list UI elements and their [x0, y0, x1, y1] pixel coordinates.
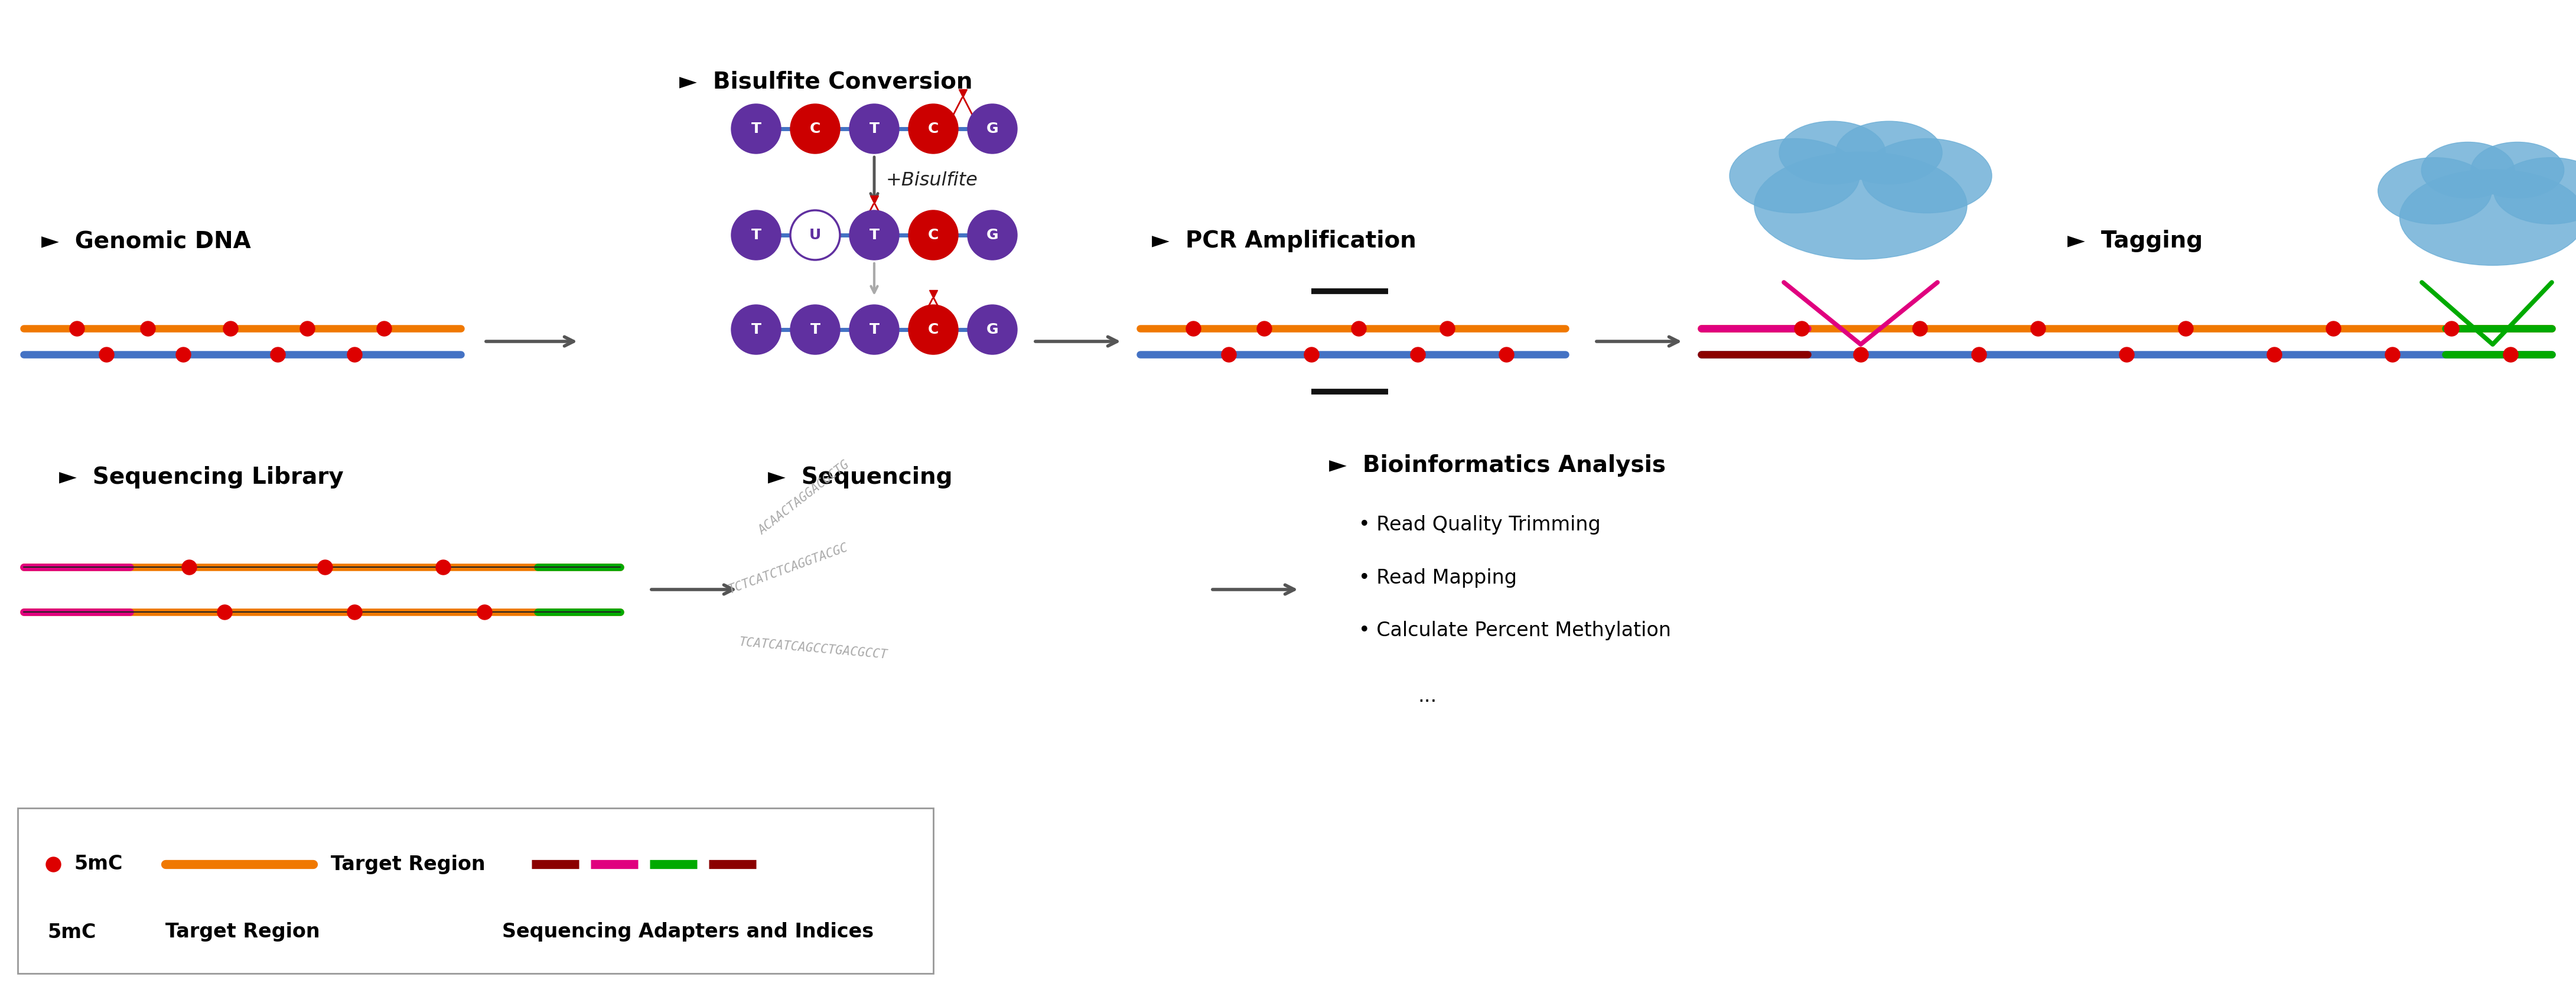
Circle shape — [791, 104, 840, 153]
Circle shape — [732, 104, 781, 153]
Ellipse shape — [1754, 151, 1968, 260]
Text: ...: ... — [1417, 686, 1437, 705]
Text: ►  PCR Amplification: ► PCR Amplification — [1151, 230, 1417, 252]
Circle shape — [791, 211, 840, 260]
Text: ►  Tagging: ► Tagging — [2069, 230, 2202, 252]
Text: • Calculate Percent Methylation: • Calculate Percent Methylation — [1358, 621, 1672, 641]
Text: G: G — [987, 121, 999, 135]
Text: G: G — [987, 323, 999, 337]
Text: • Read Quality Trimming: • Read Quality Trimming — [1358, 515, 1600, 535]
Text: ►  Bisulfite Conversion: ► Bisulfite Conversion — [680, 70, 974, 92]
Ellipse shape — [2378, 157, 2491, 224]
Circle shape — [969, 211, 1018, 260]
Text: TCTCATCTCAGGTACGC: TCTCATCTCAGGTACGC — [726, 542, 850, 596]
Text: Target Region: Target Region — [165, 923, 319, 942]
Text: G: G — [987, 228, 999, 242]
Circle shape — [909, 211, 958, 260]
Ellipse shape — [1780, 121, 1886, 185]
Ellipse shape — [2401, 170, 2576, 266]
Text: T: T — [809, 323, 819, 337]
Text: T: T — [752, 228, 760, 242]
Text: T: T — [868, 121, 878, 135]
Text: 5mC: 5mC — [75, 855, 124, 874]
Text: +Bisulfite: +Bisulfite — [886, 171, 979, 190]
Text: ►  Sequencing: ► Sequencing — [768, 466, 953, 488]
Text: T: T — [752, 121, 760, 135]
Text: ►  Bioinformatics Analysis: ► Bioinformatics Analysis — [1329, 454, 1667, 476]
FancyBboxPatch shape — [18, 808, 933, 974]
Text: ►  Sequencing Library: ► Sequencing Library — [59, 466, 343, 488]
Circle shape — [850, 305, 899, 354]
Text: C: C — [809, 121, 822, 135]
Ellipse shape — [1862, 138, 1991, 213]
Text: ACAACTAGGACGCTG: ACAACTAGGACGCTG — [757, 458, 853, 537]
Ellipse shape — [1837, 121, 1942, 185]
Text: Sequencing Adapters and Indices: Sequencing Adapters and Indices — [502, 923, 873, 942]
Circle shape — [909, 104, 958, 153]
Circle shape — [732, 305, 781, 354]
Text: Target Region: Target Region — [330, 855, 484, 874]
Text: T: T — [752, 323, 760, 337]
Text: C: C — [927, 121, 938, 135]
Circle shape — [850, 104, 899, 153]
Text: C: C — [927, 228, 938, 242]
Ellipse shape — [1728, 138, 1860, 213]
Circle shape — [909, 305, 958, 354]
Circle shape — [969, 104, 1018, 153]
Circle shape — [850, 211, 899, 260]
Text: C: C — [927, 323, 938, 337]
Circle shape — [732, 211, 781, 260]
Circle shape — [791, 305, 840, 354]
Text: T: T — [868, 228, 878, 242]
Ellipse shape — [2494, 157, 2576, 224]
Ellipse shape — [2421, 142, 2514, 199]
Text: • Read Mapping: • Read Mapping — [1358, 568, 1517, 588]
Text: ►  Genomic DNA: ► Genomic DNA — [41, 230, 250, 252]
Circle shape — [969, 305, 1018, 354]
Text: T: T — [868, 323, 878, 337]
Text: U: U — [809, 228, 822, 242]
Text: TCATCATCAGCCTGACGCCT: TCATCATCAGCCTGACGCCT — [739, 636, 889, 661]
Text: 5mC: 5mC — [46, 923, 95, 942]
Ellipse shape — [2470, 142, 2563, 199]
